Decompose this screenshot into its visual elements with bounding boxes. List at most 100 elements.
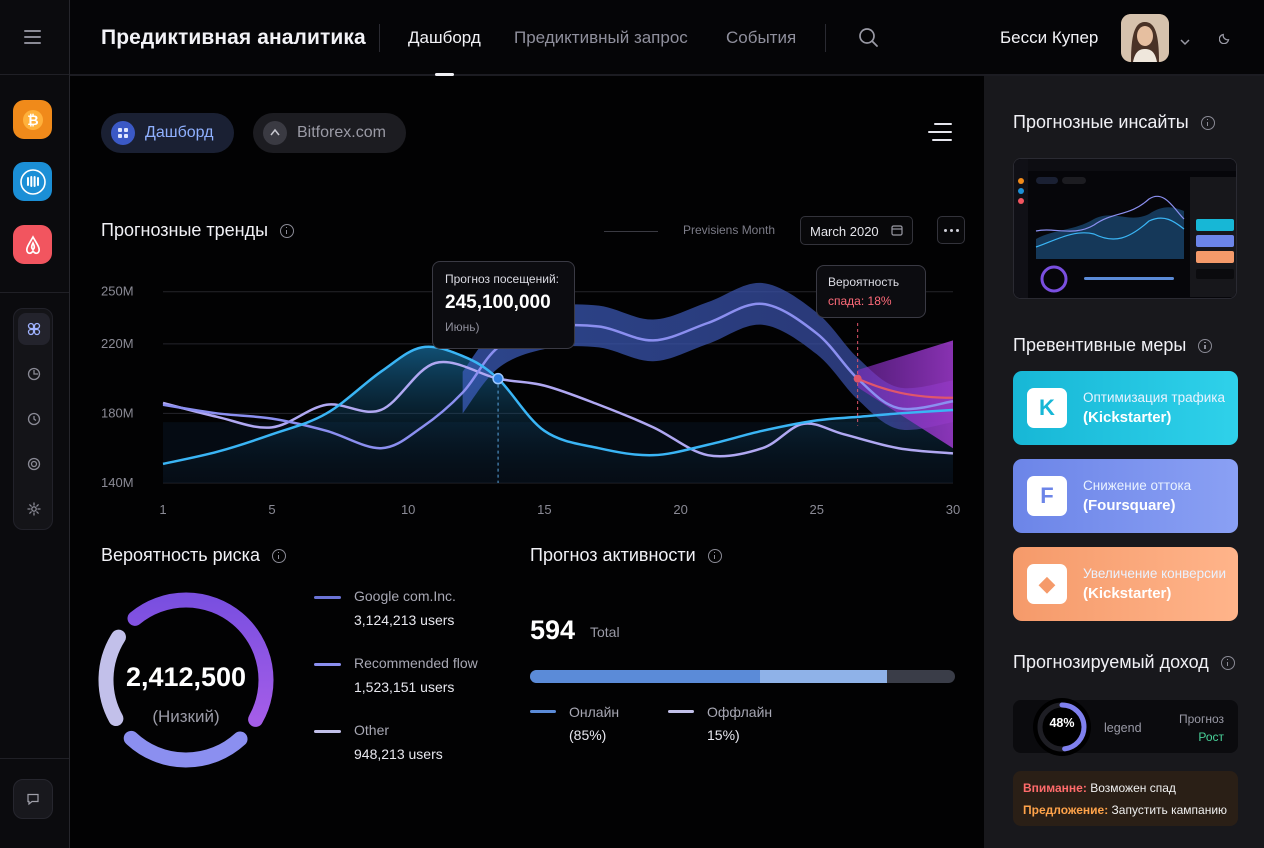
filter-pill-dashboard[interactable]: Дашборд xyxy=(101,113,234,153)
search-icon[interactable] xyxy=(858,27,879,53)
churn-forecast-line xyxy=(857,377,954,399)
nav-dashboard[interactable]: Дашборд xyxy=(408,28,481,47)
card-source: (Kickstarter) xyxy=(1083,409,1172,426)
activity-title-text: Прогноз активности xyxy=(530,545,696,565)
target-icon[interactable] xyxy=(18,448,50,480)
info-icon[interactable] xyxy=(280,223,295,238)
rail-divider xyxy=(0,74,69,75)
date-picker[interactable]: March 2020 xyxy=(800,216,913,245)
action-card-conversion[interactable]: ◆ Увеличение конверсии (Kickstarter) xyxy=(1013,547,1238,621)
chevron-down-icon[interactable] xyxy=(1180,33,1190,51)
action-card-churn[interactable]: F Снижение оттока (Foursquare) xyxy=(1013,459,1238,533)
grid-icon xyxy=(111,121,135,145)
online-fill xyxy=(530,670,760,683)
visits-area xyxy=(163,346,953,483)
insights-preview-thumbnail[interactable] xyxy=(1013,158,1237,299)
settings-icon[interactable] xyxy=(18,493,50,525)
legend-swatch xyxy=(668,710,694,713)
user-name[interactable]: Бесси Купер xyxy=(1000,28,1099,47)
calendar-icon xyxy=(891,224,903,239)
legend-users: 1,523,151 users xyxy=(354,679,455,695)
tool-strip xyxy=(13,308,53,530)
info-icon[interactable] xyxy=(1220,655,1235,670)
activity-total: 594 xyxy=(530,615,576,645)
header-divider xyxy=(379,24,380,52)
bitcoin-app-icon[interactable]: ₿ xyxy=(13,100,52,139)
revenue-percent: 48% xyxy=(1049,716,1075,730)
main-area: Дашборд Bitforex.com Прогнозные тренды P… xyxy=(70,76,984,848)
date-value: March 2020 xyxy=(810,224,879,239)
info-icon[interactable] xyxy=(1200,115,1215,130)
app-title: Предиктивная аналитика xyxy=(101,26,366,49)
donut-segment xyxy=(98,629,126,727)
legend-swatch xyxy=(314,663,341,666)
filter-pill-source[interactable]: Bitforex.com xyxy=(253,113,406,153)
revenue-trend: Рост xyxy=(1198,730,1224,744)
donut-segment xyxy=(127,592,274,727)
churn-tooltip: Вероятность спада: 18% xyxy=(816,265,926,318)
card-title: Снижение оттока xyxy=(1083,478,1192,493)
legend-name: Онлайн xyxy=(569,704,620,720)
moon-icon[interactable] xyxy=(1218,31,1232,49)
chat-icon xyxy=(27,793,39,806)
tooltip-label: Вероятность xyxy=(828,275,900,289)
x-tick-label: 20 xyxy=(673,502,687,517)
x-tick-label: 25 xyxy=(810,502,824,517)
filter-menu-icon[interactable] xyxy=(928,122,952,144)
risk-title: Вероятность риска xyxy=(101,545,286,566)
nav-events[interactable]: События xyxy=(726,28,797,47)
pill-label: Дашборд xyxy=(145,124,214,141)
airbnb-app-icon[interactable] xyxy=(13,225,52,264)
foursquare-logo-icon: F xyxy=(1027,476,1067,516)
y-tick-label: 140M xyxy=(101,475,134,490)
info-icon[interactable] xyxy=(271,548,286,563)
exchange-icon xyxy=(263,121,287,145)
info-icon[interactable] xyxy=(707,548,722,563)
revenue-alert: Впиманне: Возможен спад Предложение: Зап… xyxy=(1013,771,1238,826)
x-tick-label: 1 xyxy=(159,502,166,517)
suggestion-key: Предложение: xyxy=(1023,803,1109,817)
legend-pct: (85%) xyxy=(569,727,607,743)
history-icon[interactable] xyxy=(18,403,50,435)
kickstarter-logo-icon: K xyxy=(1027,388,1067,428)
legend-name: Other xyxy=(354,722,390,738)
menu-icon[interactable] xyxy=(24,30,41,44)
legend-name: Google com.Inc. xyxy=(354,588,456,604)
analytics-icon[interactable] xyxy=(18,358,50,390)
chat-button[interactable] xyxy=(13,779,53,819)
active-tab-indicator xyxy=(435,73,454,76)
intercom-app-icon[interactable] xyxy=(13,162,52,201)
x-tick-label: 5 xyxy=(268,502,275,517)
risk-donut xyxy=(98,592,274,768)
avatar[interactable] xyxy=(1121,14,1169,62)
y-tick-label: 250M xyxy=(101,284,134,299)
x-tick-label: 30 xyxy=(946,502,960,517)
top-bar: Предиктивная аналитика Дашборд Предиктив… xyxy=(70,0,1264,76)
confidence-band xyxy=(462,282,953,430)
action-card-traffic[interactable]: K Оптимизация трафика (Kickstarter) xyxy=(1013,371,1238,445)
y-tick-label: 180M xyxy=(101,405,134,420)
revenue-title: Прогнозируемый доход xyxy=(1013,652,1235,673)
legend-swatch xyxy=(314,730,341,733)
command-icon[interactable] xyxy=(18,313,50,345)
revenue-forecast-label: Прогноз xyxy=(1178,712,1224,726)
donut-segment xyxy=(123,730,248,768)
svg-text:₿: ₿ xyxy=(27,112,38,128)
visits-tooltip: Прогноз посещений: 245,100,000 Июнь) xyxy=(432,261,575,349)
card-source: (Foursquare) xyxy=(1083,497,1176,514)
risk-level: (Низкий) xyxy=(152,707,220,726)
legend-swatch xyxy=(530,710,556,713)
nav-predictive-query[interactable]: Предиктивный запрос xyxy=(514,28,688,47)
legend-users: 3,124,213 users xyxy=(354,612,455,628)
tooltip-value: 245,100,000 xyxy=(445,292,551,313)
suggestion-text: Запустить кампанию xyxy=(1111,803,1228,817)
insights-title: Прогнозные инсайты xyxy=(1013,112,1215,133)
risk-value: 2,412,500 xyxy=(125,662,247,692)
trends-title: Прогнозные тренды xyxy=(101,220,295,241)
binance-logo-icon: ◆ xyxy=(1027,564,1067,604)
rail-divider xyxy=(0,292,69,293)
info-icon[interactable] xyxy=(1198,338,1213,353)
tooltip-value: спада: 18% xyxy=(828,294,892,308)
card-title: Оптимизация трафика xyxy=(1083,390,1225,405)
more-options-button[interactable] xyxy=(937,216,965,244)
